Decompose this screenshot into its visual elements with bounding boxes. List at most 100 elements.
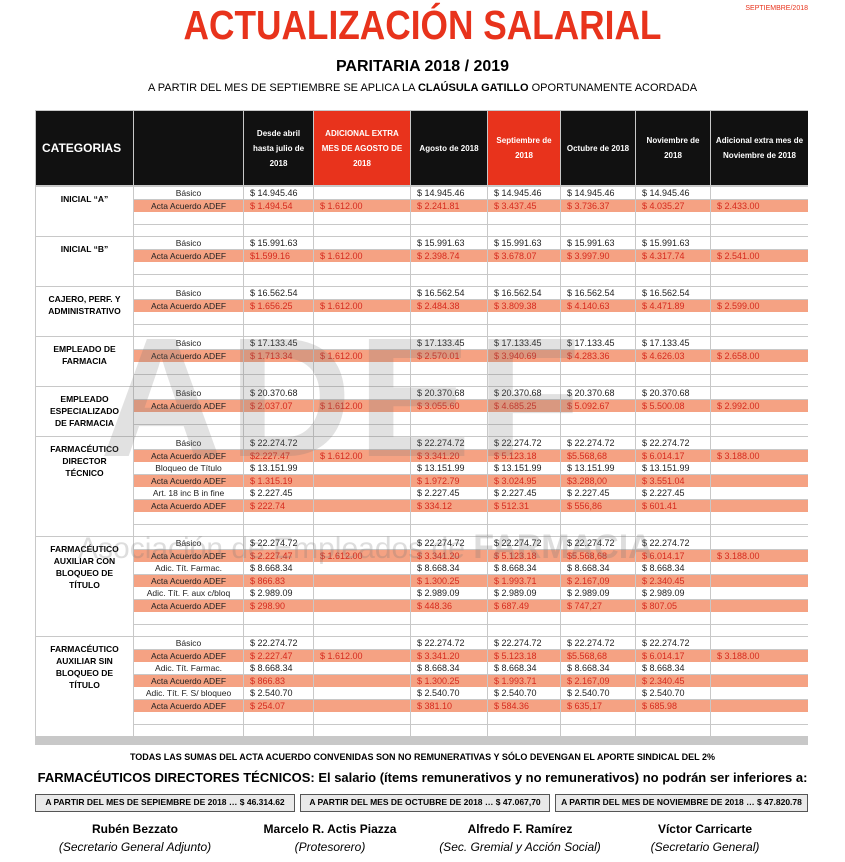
cell [411, 624, 487, 636]
cell: $ 2.540.70 [488, 687, 560, 699]
cell [134, 212, 243, 224]
cell [314, 312, 410, 324]
note: TODAS LAS SUMAS DEL ACTA ACUERDO CONVENI… [129, 752, 716, 762]
cell: $ 5.123.18 [488, 649, 560, 662]
cell: $ 1.494.54 [244, 199, 313, 212]
cell: $ 584.36 [488, 699, 560, 712]
cell: $ 3.188.00 [711, 649, 808, 662]
cell [134, 424, 243, 436]
cell [314, 712, 410, 724]
cell: $ 15.991.63 [561, 237, 635, 249]
cell: $ 16.562.54 [636, 287, 710, 299]
cell [488, 362, 560, 374]
cell [561, 312, 635, 324]
signature-name: Víctor Carricarte [657, 822, 753, 836]
cell: $ 2.227.47 [244, 649, 313, 662]
cell [134, 724, 243, 736]
intro-text: A PARTIR DEL MES DE SEPTIEMBRE SE APLICA… [147, 82, 415, 94]
cell [711, 499, 808, 512]
cell: $ 3.341.20 [411, 649, 487, 662]
cell: $ 222.74 [244, 499, 313, 512]
cell [411, 274, 487, 286]
cell: $ 3.341.20 [411, 549, 487, 562]
cell: $ 4.626.03 [636, 349, 710, 362]
cell: $ 22.274.72 [488, 437, 560, 449]
cell [134, 224, 243, 236]
cell [711, 287, 808, 299]
cell: $ 16.562.54 [244, 287, 313, 299]
cell: $ 8.668.34 [561, 662, 635, 674]
cell [314, 612, 410, 624]
row-label: Acta Acuerdo ADEF [134, 574, 243, 587]
cell [488, 224, 560, 236]
cell: $ 8.668.34 [488, 562, 560, 574]
cell [314, 487, 410, 499]
cell [411, 374, 487, 386]
cell [411, 412, 487, 424]
row-label: Acta Acuerdo ADEF [134, 549, 243, 562]
cell [711, 524, 808, 536]
cell [488, 262, 560, 274]
category: CAJERO, PERF. Y ADMINISTRATIVO [36, 287, 133, 336]
cell [134, 524, 243, 536]
column-header: Noviembre de 2018 [636, 111, 710, 185]
cell: $ 2.167,09 [561, 574, 635, 587]
cell: $ 3.551.04 [636, 474, 710, 487]
cell: $ 22.274.72 [636, 437, 710, 449]
cell: $ 866.83 [244, 674, 313, 687]
row-label: Acta Acuerdo ADEF [134, 249, 243, 262]
cell: $ 14.945.46 [561, 187, 635, 199]
cell [314, 599, 410, 612]
cell: $ 8.668.34 [244, 662, 313, 674]
row-label: Adic. Tít. Farmac. [134, 662, 243, 674]
cell [711, 662, 808, 674]
row-label: Adic. Tít. F. aux c/bloq [134, 587, 243, 599]
cell [711, 337, 808, 349]
signature-role: (Protesorero) [294, 840, 366, 854]
cell [314, 662, 410, 674]
cell [314, 424, 410, 436]
cell [636, 512, 710, 524]
row-label: Art. 18 inc B in fine [134, 487, 243, 499]
intro-bold: CLAÚSULA GATILLO [417, 82, 529, 94]
row-label: Adic. Tít. F. S/ bloqueo [134, 687, 243, 699]
cell: $ 1.656.25 [244, 299, 313, 312]
cell: $ 2.570.01 [411, 349, 487, 362]
cell: $ 2.658.00 [711, 349, 808, 362]
cell [134, 624, 243, 636]
cell [244, 612, 313, 624]
row-label: Acta Acuerdo ADEF [134, 599, 243, 612]
cell [314, 687, 410, 699]
cell [411, 724, 487, 736]
cell [488, 512, 560, 524]
cell: $ 1.300.25 [411, 674, 487, 687]
cell: $ 5.123.18 [488, 449, 560, 462]
cell [314, 587, 410, 599]
cell [314, 274, 410, 286]
cell [314, 387, 410, 399]
cell: $ 3.437.45 [488, 199, 560, 212]
cell [711, 412, 808, 424]
cell: $ 22.274.72 [244, 437, 313, 449]
cell [711, 574, 808, 587]
cell: $ 1.612.00 [314, 299, 410, 312]
cell [711, 624, 808, 636]
cell: $ 15.991.63 [244, 237, 313, 249]
cell [561, 612, 635, 624]
cell: $ 1.315.19 [244, 474, 313, 487]
cell [636, 274, 710, 286]
cell [561, 512, 635, 524]
cell: $ 381.10 [411, 699, 487, 712]
cell [411, 362, 487, 374]
cell: $ 2.227.45 [488, 487, 560, 499]
row-label: Acta Acuerdo ADEF [134, 199, 243, 212]
cell: $ 4.317.74 [636, 249, 710, 262]
cell [636, 612, 710, 624]
cell [711, 562, 808, 574]
cell: $ 8.668.34 [561, 562, 635, 574]
intro: A PARTIR DEL MES DE SEPTIEMBRE SE APLICA… [0, 82, 845, 94]
cell: $ 1.612.00 [314, 399, 410, 412]
cell [711, 387, 808, 399]
cell: $ 22.274.72 [488, 537, 560, 549]
cell [711, 637, 808, 649]
